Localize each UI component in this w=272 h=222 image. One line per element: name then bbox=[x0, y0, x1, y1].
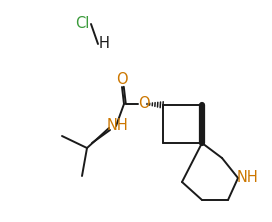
Text: NH: NH bbox=[107, 119, 129, 133]
Text: H: H bbox=[98, 36, 109, 52]
Text: O: O bbox=[138, 97, 150, 111]
Text: NH: NH bbox=[237, 170, 259, 186]
Text: O: O bbox=[116, 73, 128, 87]
Text: Cl: Cl bbox=[75, 16, 89, 32]
